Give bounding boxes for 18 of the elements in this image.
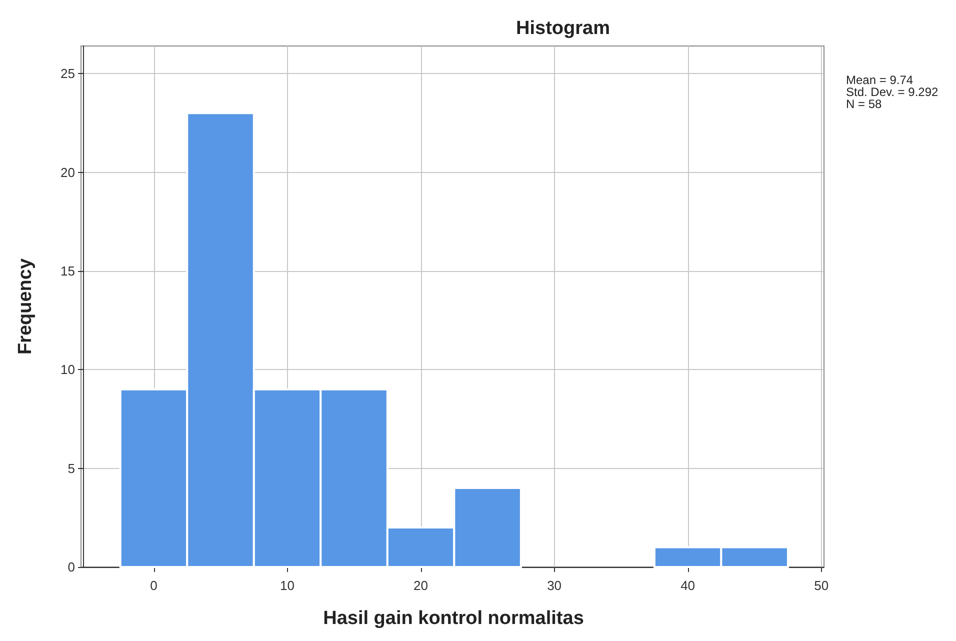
y-tick-label: 5 [68,460,75,476]
chart-title: Histogram [516,18,610,39]
y-tick-label: 0 [68,560,75,574]
text: Std. Dev. = 9.292 [846,85,938,99]
x-tick-label: 0 [150,578,158,593]
x-tick-label: 30 [547,578,562,593]
y-tick-label: 10 [60,362,75,378]
y-tick-label: 15 [60,263,75,278]
x-axis-title: Hasil gain kontrol normalitas [323,608,584,629]
x-tick-label: 10 [280,578,295,593]
x-tick-label: 20 [414,578,428,593]
y-tick-label: 25 [60,66,75,82]
x-tick-label: 50 [814,578,829,593]
text: N = 58 [846,97,882,111]
y-tick-label: 20 [60,164,75,180]
x-tick-label: 40 [680,578,696,593]
y-axis-title: Frequency [15,258,36,355]
text: Mean = 9.74 [846,73,914,87]
